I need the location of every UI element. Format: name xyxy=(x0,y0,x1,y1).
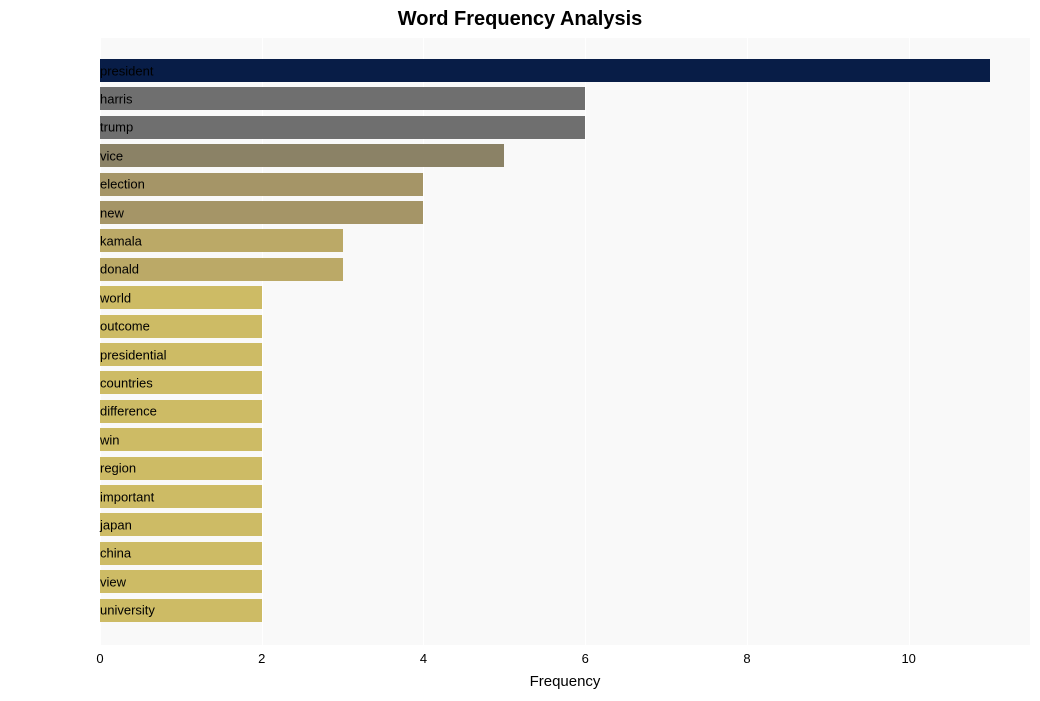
bar xyxy=(100,144,504,167)
y-tick-label: vice xyxy=(100,148,106,163)
y-tick-label: outcome xyxy=(100,319,106,334)
gridline xyxy=(909,38,910,645)
y-tick-label: presidential xyxy=(100,347,106,362)
x-axis-label: Frequency xyxy=(100,673,1030,690)
y-tick-label: university xyxy=(100,603,106,618)
y-tick-label: difference xyxy=(100,404,106,419)
bar xyxy=(100,87,585,110)
y-tick-label: china xyxy=(100,546,106,561)
gridline xyxy=(747,38,748,645)
y-tick-label: view xyxy=(100,574,106,589)
x-tick-label: 6 xyxy=(582,651,589,666)
plot-area xyxy=(100,38,1030,645)
bar xyxy=(100,428,262,451)
gridline xyxy=(585,38,586,645)
x-tick-label: 0 xyxy=(96,651,103,666)
y-tick-label: region xyxy=(100,461,106,476)
y-tick-label: japan xyxy=(100,517,106,532)
chart-container: Word Frequency Analysis Frequency 0 2 4 6 8 1… xyxy=(0,0,1040,701)
x-tick-label: 2 xyxy=(258,651,265,666)
y-tick-label: election xyxy=(100,177,106,192)
bar xyxy=(100,116,585,139)
y-tick-label: new xyxy=(100,205,106,220)
bar xyxy=(100,59,990,82)
y-tick-label: win xyxy=(100,432,106,447)
y-tick-label: harris xyxy=(100,91,106,106)
y-tick-label: president xyxy=(100,63,106,78)
y-tick-label: world xyxy=(100,290,106,305)
x-tick-label: 8 xyxy=(743,651,750,666)
y-tick-label: kamala xyxy=(100,233,106,248)
bar xyxy=(100,173,423,196)
y-tick-label: countries xyxy=(100,375,106,390)
bar xyxy=(100,201,423,224)
x-tick-label: 4 xyxy=(420,651,427,666)
x-tick-label: 10 xyxy=(901,651,915,666)
chart-title: Word Frequency Analysis xyxy=(0,8,1040,31)
y-tick-label: important xyxy=(100,489,106,504)
y-tick-label: trump xyxy=(100,120,106,135)
y-tick-label: donald xyxy=(100,262,106,277)
